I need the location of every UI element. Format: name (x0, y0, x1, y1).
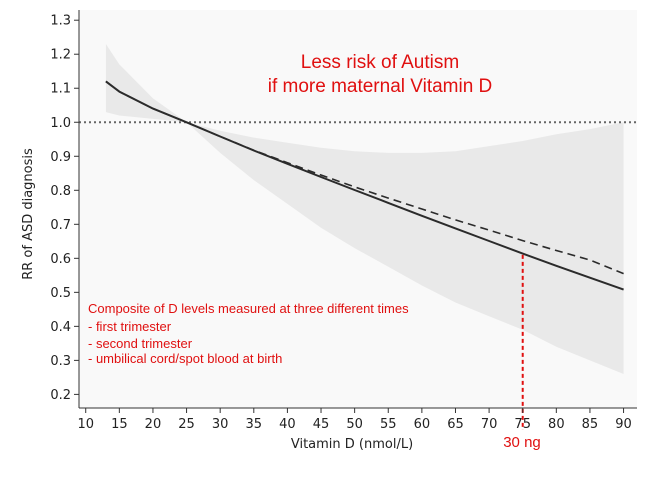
y-tick-label: 0.7 (50, 218, 71, 233)
y-tick-label: 0.8 (50, 184, 71, 199)
x-tick-label: 70 (481, 417, 498, 432)
y-tick-label: 1.2 (50, 48, 71, 63)
x-tick-label: 90 (615, 417, 632, 432)
y-tick-label: 1.3 (50, 14, 71, 29)
x-tick-label: 40 (279, 417, 296, 432)
x-tick-label: 30 (212, 417, 229, 432)
note-line-3: - second trimester (88, 336, 193, 351)
series-line-dashed (105, 80, 624, 275)
y-axis-title: RR of ASD diagnosis (21, 148, 36, 280)
x-tick-label: 45 (313, 417, 330, 432)
x-tick-label: 65 (447, 417, 464, 432)
y-tick-label: 1.0 (50, 116, 71, 131)
x-tick-label: 35 (246, 417, 263, 432)
series-layer (105, 80, 624, 291)
note-line-2: - first trimester (88, 319, 172, 334)
x-tick-label: 15 (111, 417, 128, 432)
headline-line-2: if more maternal Vitamin D (268, 76, 493, 97)
x-tick-label: 50 (346, 417, 363, 432)
x-tick-label: 55 (380, 417, 397, 432)
x-tick-label: 60 (414, 417, 431, 432)
note-line-4: - umbilical cord/spot blood at birth (88, 351, 282, 366)
x-tick-label: 20 (145, 417, 162, 432)
y-tick-label: 0.9 (50, 150, 71, 165)
confidence-band-layer (79, 10, 637, 408)
y-tick-label: 0.2 (50, 388, 71, 403)
y-tick-label: 0.6 (50, 252, 71, 267)
confidence-band (105, 44, 624, 374)
axes-layer: 0.2 0.3 0.4 0.5 0.6 0.7 0.8 0.9 1.0 1.1 1.2 1.3 10 15… (50, 10, 637, 432)
marker-label: 30 ng (503, 434, 541, 451)
x-tick-label: 75 (514, 417, 531, 432)
x-tick-label: 80 (548, 417, 565, 432)
x-tick-label: 85 (582, 417, 599, 432)
y-tick-label: 0.4 (50, 320, 71, 335)
y-tick-label: 1.1 (50, 82, 71, 97)
x-tick-label: 25 (178, 417, 195, 432)
y-tick-label: 0.3 (50, 354, 71, 369)
x-tick-label: 10 (77, 417, 94, 432)
note-line-1: Composite of D levels measured at three … (88, 301, 409, 316)
x-axis-title: Vitamin D (nmol/L) (291, 437, 413, 452)
y-tick-label: 0.5 (50, 286, 71, 301)
headline-line-1: Less risk of Autism (301, 52, 459, 73)
